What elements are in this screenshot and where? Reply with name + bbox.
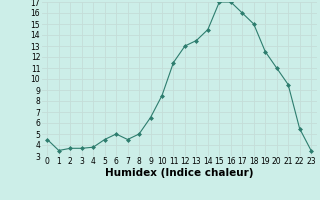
X-axis label: Humidex (Indice chaleur): Humidex (Indice chaleur) [105, 168, 253, 178]
